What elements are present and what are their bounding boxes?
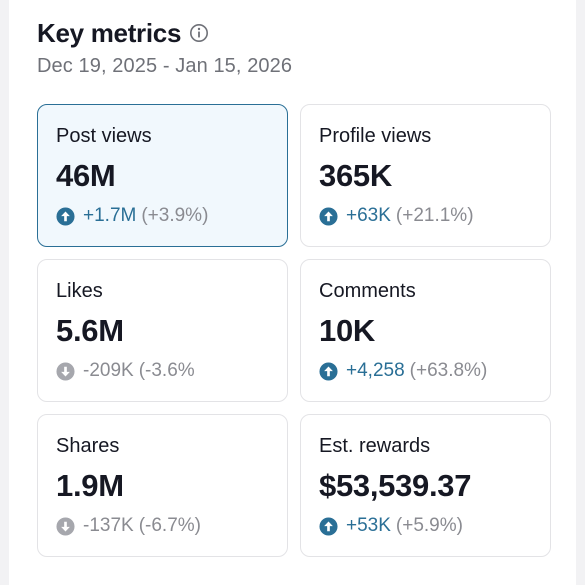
metric-label: Profile views: [319, 125, 432, 147]
title-row: Key metrics: [37, 16, 556, 50]
arrow-down-circle-icon: [56, 361, 75, 381]
metric-percent-change: (+3.9%): [141, 205, 209, 226]
metric-percent-change: (-3.6%: [138, 360, 195, 381]
metric-label: Comments: [319, 280, 416, 302]
arrow-up-circle-icon: [56, 206, 75, 226]
metric-percent-change: (+5.9%): [395, 515, 463, 536]
metric-change: +1.7M (+3.9%): [56, 205, 287, 227]
metric-delta: -137K: [83, 515, 134, 536]
page-title: Key metrics: [37, 17, 182, 48]
metric-value: 46M: [56, 158, 116, 193]
metric-value: 10K: [319, 313, 375, 348]
metric-value: 5.6M: [56, 313, 124, 348]
metric-value: 1.9M: [56, 468, 124, 503]
metric-label: Shares: [56, 435, 120, 457]
metric-label: Likes: [56, 280, 103, 302]
metric-card-likes[interactable]: Likes 5.6M -209K (-3.6%: [37, 259, 288, 402]
key-metrics-panel: Key metrics Dec 19, 2025 - Jan 15, 2026 …: [9, 0, 576, 585]
metric-card-profile-views[interactable]: Profile views 365K +63K (+21.1%): [300, 104, 551, 247]
metric-value: 365K: [319, 158, 392, 193]
metric-percent-change: (+21.1%): [395, 205, 474, 226]
metric-delta: -209K: [83, 360, 134, 381]
arrow-up-circle-icon: [319, 206, 338, 226]
metric-percent-change: (-6.7%): [138, 515, 201, 536]
metric-change: -137K (-6.7%): [56, 515, 287, 537]
metrics-grid: Post views 46M +1.7M (+3.9%) Profile views 36…: [37, 104, 559, 557]
arrow-up-circle-icon: [319, 361, 338, 381]
metric-card-comments[interactable]: Comments 10K +4,258 (+63.8%): [300, 259, 551, 402]
metric-delta: +53K: [346, 515, 391, 536]
metric-delta: +1.7M: [83, 205, 137, 226]
metric-card-shares[interactable]: Shares 1.9M -137K (-6.7%): [37, 414, 288, 557]
arrow-up-circle-icon: [319, 516, 338, 536]
metric-card-est-rewards[interactable]: Est. rewards $53,539.37 +53K (+5.9%): [300, 414, 551, 557]
metric-delta: +4,258: [346, 360, 405, 381]
metric-change: +63K (+21.1%): [319, 205, 550, 227]
metric-delta: +63K: [346, 205, 391, 226]
metric-value: $53,539.37: [319, 468, 472, 503]
metric-label: Post views: [56, 125, 152, 147]
info-icon[interactable]: [189, 23, 209, 43]
date-range: Dec 19, 2025 - Jan 15, 2026: [37, 55, 293, 77]
metric-change: +53K (+5.9%): [319, 515, 550, 537]
metric-label: Est. rewards: [319, 435, 431, 457]
header: Key metrics Dec 19, 2025 - Jan 15, 2026: [37, 16, 556, 78]
metric-change: -209K (-3.6%: [56, 360, 287, 382]
metric-change: +4,258 (+63.8%): [319, 360, 550, 382]
metric-card-post-views[interactable]: Post views 46M +1.7M (+3.9%): [37, 104, 288, 247]
arrow-down-circle-icon: [56, 516, 75, 536]
metric-percent-change: (+63.8%): [409, 360, 488, 381]
